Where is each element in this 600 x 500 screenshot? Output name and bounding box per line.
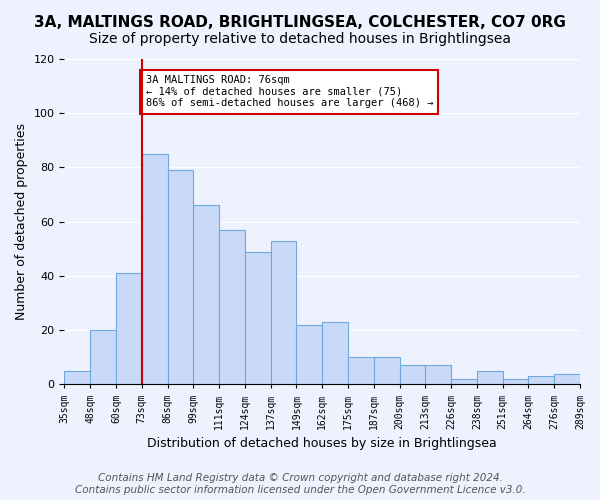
Text: Contains HM Land Registry data © Crown copyright and database right 2024.
Contai: Contains HM Land Registry data © Crown c… [74,474,526,495]
Bar [142,154,167,384]
Bar [219,230,245,384]
Bar [193,206,219,384]
Bar [529,376,554,384]
Bar [322,322,348,384]
Bar [400,366,425,384]
Bar [374,358,400,384]
Bar [451,379,477,384]
Bar [477,371,503,384]
Text: 3A MALTINGS ROAD: 76sqm
← 14% of detached houses are smaller (75)
86% of semi-de: 3A MALTINGS ROAD: 76sqm ← 14% of detache… [146,76,433,108]
Text: Size of property relative to detached houses in Brightlingsea: Size of property relative to detached ho… [89,32,511,46]
Bar [554,374,580,384]
Bar [503,379,529,384]
Bar [271,240,296,384]
X-axis label: Distribution of detached houses by size in Brightlingsea: Distribution of detached houses by size … [148,437,497,450]
Bar [296,324,322,384]
Bar [245,252,271,384]
Bar [167,170,193,384]
Bar [348,358,374,384]
Bar [64,371,90,384]
Text: 3A, MALTINGS ROAD, BRIGHTLINGSEA, COLCHESTER, CO7 0RG: 3A, MALTINGS ROAD, BRIGHTLINGSEA, COLCHE… [34,15,566,30]
Bar [425,366,451,384]
Bar [116,273,142,384]
Y-axis label: Number of detached properties: Number of detached properties [15,123,28,320]
Bar [90,330,116,384]
